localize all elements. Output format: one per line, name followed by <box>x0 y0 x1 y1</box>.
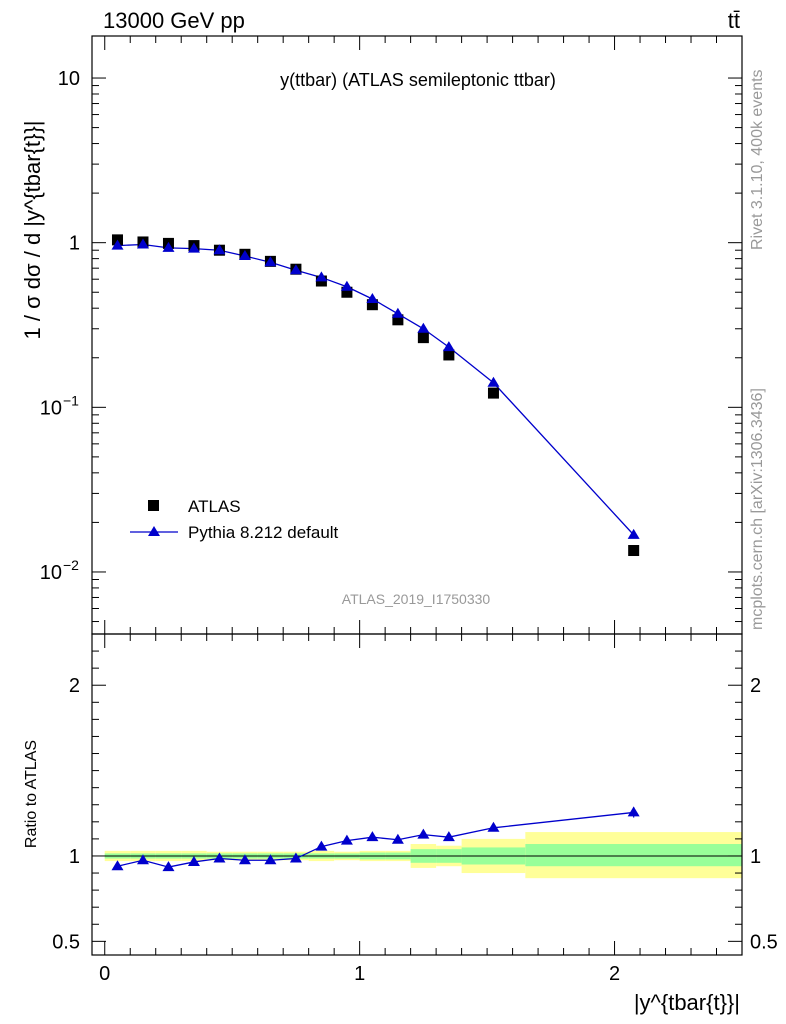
ratio-panel: 0.5 0.5 1 1 2 2 0 1 2 Ratio to ATLAS |y^{tbar{t… <box>23 633 778 1015</box>
mc-point <box>315 271 328 282</box>
ratio-point <box>417 828 430 839</box>
ratio-uncertainty-bands <box>104 832 742 879</box>
y-tick-label: 10 <box>40 397 62 419</box>
process-label: tt̄ <box>728 8 740 33</box>
analysis-tag: ATLAS_2019_I1750330 <box>342 591 491 607</box>
mc-point <box>627 528 640 539</box>
ratio-y-tick-label-right: 1 <box>750 846 761 868</box>
main-y-axis-label: 1 / σ dσ / d |y^{tbar{t}}| <box>20 121 45 340</box>
mc-point <box>487 376 500 387</box>
mc-point <box>187 242 200 253</box>
legend-atlas-marker <box>148 500 159 511</box>
ratio-y-tick-labels: 0.5 0.5 1 1 2 2 <box>52 675 778 953</box>
main-frame <box>91 35 743 635</box>
x-tick-label: 0 <box>99 963 110 985</box>
ratio-y-axis-label: Ratio to ATLAS <box>23 740 40 848</box>
atlas-point <box>366 299 378 311</box>
x-tick-label: 1 <box>354 963 365 985</box>
ratio-point <box>340 834 353 845</box>
ratio-data-points <box>111 806 640 872</box>
ratio-point <box>213 852 226 863</box>
y-tick-label: 1 <box>69 233 80 255</box>
ratio-point <box>391 833 404 844</box>
ratio-point <box>487 821 500 832</box>
ratio-point <box>111 860 124 871</box>
ratio-point <box>442 831 455 842</box>
mc-point <box>366 292 379 303</box>
atlas-point <box>443 349 455 361</box>
ratio-point <box>289 852 302 863</box>
mc-point <box>213 244 226 255</box>
main-title: y(ttbar) (ATLAS semileptonic ttbar) <box>280 70 556 90</box>
atlas-point <box>487 387 499 399</box>
legend-mc-marker <box>148 526 160 536</box>
mc-point <box>417 322 430 333</box>
main-axis-ticks <box>92 36 742 634</box>
ratio-point <box>187 855 200 866</box>
ratio-x-tick-labels: 0 1 2 <box>99 963 620 985</box>
x-tick-label: 2 <box>609 963 620 985</box>
ratio-point <box>264 854 277 865</box>
atlas-point <box>628 545 640 557</box>
y-tick-label-exponent: −2 <box>63 557 79 573</box>
legend: ATLAS Pythia 8.212 default <box>130 497 339 542</box>
mc-point <box>391 307 404 318</box>
ratio-point <box>136 854 149 865</box>
mc-point <box>162 241 175 252</box>
y-tick-label-exponent: −1 <box>63 392 79 408</box>
energy-label: 13000 GeV pp <box>103 8 245 33</box>
ratio-y-tick-label: 1 <box>69 846 80 868</box>
ratio-y-tick-label: 0.5 <box>52 931 80 953</box>
mcplots-label: mcplots.cern.ch [arXiv:1306.3436] <box>749 388 766 630</box>
stat-uncertainty-band <box>525 844 742 867</box>
mc-point <box>136 238 149 249</box>
legend-mc-label: Pythia 8.212 default <box>188 523 339 542</box>
rivet-label: Rivet 3.1.10, 400k events <box>749 69 766 250</box>
mc-point <box>111 239 124 250</box>
x-axis-label: |y^{tbar{t}}| <box>634 990 740 1015</box>
legend-atlas-label: ATLAS <box>188 497 241 516</box>
ratio-y-tick-label: 2 <box>69 675 80 697</box>
y-tick-label: 10 <box>40 562 62 584</box>
ratio-axis-ticks <box>92 634 742 955</box>
atlas-point <box>341 286 353 298</box>
mc-point <box>442 341 455 352</box>
ratio-series-line <box>117 811 634 868</box>
atlas-point <box>392 314 404 326</box>
mc-data-points <box>111 238 640 539</box>
ratio-point <box>627 806 640 817</box>
mc-point <box>264 256 277 267</box>
ratio-y-tick-label-right: 2 <box>750 675 761 697</box>
y-tick-label: 10 <box>58 68 80 90</box>
ratio-point <box>162 861 175 872</box>
mc-point <box>238 249 251 260</box>
mc-point <box>340 280 353 291</box>
ratio-point <box>238 854 251 865</box>
ratio-frame <box>91 633 743 956</box>
mc-series-line <box>117 243 635 536</box>
ratio-point <box>366 831 379 842</box>
ratio-y-tick-label-right: 0.5 <box>750 931 778 953</box>
ratio-point <box>315 840 328 851</box>
mc-point <box>289 264 302 275</box>
atlas-point <box>417 332 429 344</box>
